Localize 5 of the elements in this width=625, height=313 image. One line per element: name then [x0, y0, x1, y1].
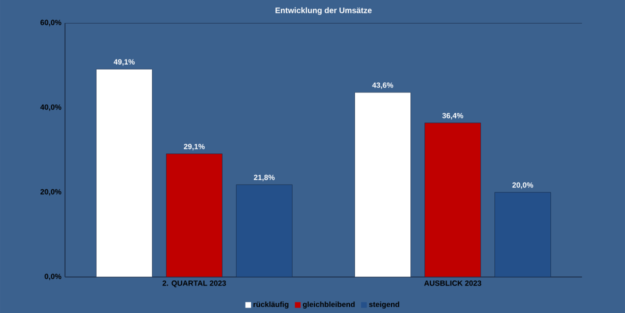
- bar: [424, 122, 481, 277]
- chart-title: Entwicklung der Umsätze: [276, 7, 372, 15]
- bar: [494, 192, 551, 277]
- bar: [236, 184, 292, 277]
- bar: [166, 154, 222, 277]
